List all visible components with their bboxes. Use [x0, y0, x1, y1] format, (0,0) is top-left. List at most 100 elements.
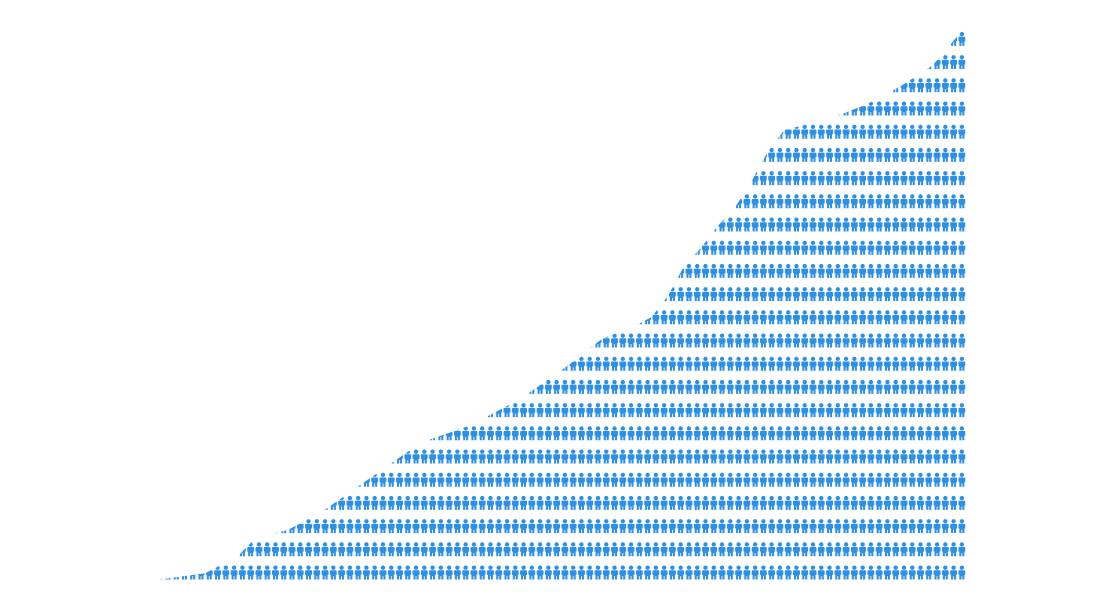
person-icon [429, 124, 437, 139]
person-icon [429, 78, 437, 93]
person-icon [660, 379, 668, 394]
person-icon [255, 124, 263, 139]
person-icon [544, 519, 552, 534]
person-icon [941, 519, 949, 534]
person-icon [238, 565, 246, 580]
person-icon [702, 263, 709, 278]
person-icon [586, 240, 594, 255]
person-icon [553, 240, 561, 255]
person-icon [255, 78, 263, 93]
person-icon [180, 542, 188, 557]
person-icon [214, 495, 222, 510]
person-icon [677, 356, 685, 371]
person-icon [809, 78, 817, 93]
person-icon [280, 101, 288, 116]
person-icon [652, 124, 660, 139]
person-icon [809, 495, 817, 510]
person-icon [429, 472, 437, 487]
person-icon [933, 426, 941, 441]
person-icon [660, 55, 668, 70]
person-icon [834, 147, 842, 162]
person-icon [685, 519, 693, 534]
person-icon [751, 194, 759, 209]
person-icon [420, 472, 428, 487]
person-icon [164, 101, 172, 116]
person-icon [784, 403, 792, 418]
person-icon [420, 403, 428, 418]
person-icon [561, 333, 569, 348]
person-icon [933, 472, 941, 487]
person-icon [387, 78, 395, 93]
person-icon [156, 403, 164, 418]
person-icon [577, 31, 585, 46]
person-icon [900, 171, 908, 186]
person-icon [263, 565, 271, 580]
person-icon [478, 263, 486, 278]
person-icon [445, 263, 453, 278]
person-icon [594, 240, 602, 255]
person-icon [792, 495, 800, 510]
person-icon [197, 449, 205, 464]
person-icon [553, 426, 561, 441]
person-icon [544, 55, 552, 70]
person-icon [735, 78, 743, 93]
person-icon [495, 31, 503, 46]
person-icon [511, 542, 519, 557]
person-icon [917, 449, 925, 464]
person-icon [561, 426, 569, 441]
person-icon [346, 542, 354, 557]
person-icon [644, 147, 652, 162]
person-icon [462, 379, 470, 394]
person-icon [164, 217, 172, 232]
person-icon [958, 78, 966, 93]
person-icon [801, 124, 809, 139]
person-icon [644, 356, 652, 371]
person-icon [826, 495, 834, 510]
person-icon [156, 171, 164, 186]
person-icon [627, 78, 635, 93]
person-icon [677, 171, 685, 186]
person-icon [718, 147, 726, 162]
person-icon [569, 147, 577, 162]
person-icon [842, 194, 850, 209]
person-icon [180, 147, 188, 162]
person-icon [611, 495, 619, 510]
person-icon [892, 426, 900, 441]
person-icon [652, 403, 660, 418]
person-icon [420, 519, 428, 534]
person-icon [172, 495, 180, 510]
person-icon [958, 356, 966, 371]
person-icon [759, 565, 767, 580]
person-icon [726, 78, 734, 93]
person-icon [933, 449, 941, 464]
person-icon [296, 356, 304, 371]
person-icon [172, 171, 180, 186]
person-icon [288, 263, 296, 278]
person-icon [139, 542, 147, 557]
person-icon [768, 31, 776, 46]
person-icon [569, 379, 577, 394]
person-icon [247, 310, 255, 325]
person-icon [577, 263, 585, 278]
person-icon [751, 147, 759, 162]
person-icon [437, 495, 445, 510]
person-icon [453, 55, 461, 70]
person-icon [205, 495, 213, 510]
person-icon [238, 379, 246, 394]
person-icon [710, 356, 718, 371]
person-icon [453, 542, 461, 557]
person-icon [511, 287, 519, 302]
person-icon [197, 78, 205, 93]
person-icon [247, 542, 255, 557]
person-icon [875, 426, 883, 441]
person-icon [536, 147, 544, 162]
person-icon [180, 240, 188, 255]
person-icon [379, 542, 387, 557]
person-icon [677, 333, 685, 348]
person-icon [478, 379, 486, 394]
person-icon [577, 310, 585, 325]
person-icon [759, 240, 767, 255]
person-icon [569, 124, 577, 139]
person-icon [180, 287, 188, 302]
person-icon [503, 240, 511, 255]
